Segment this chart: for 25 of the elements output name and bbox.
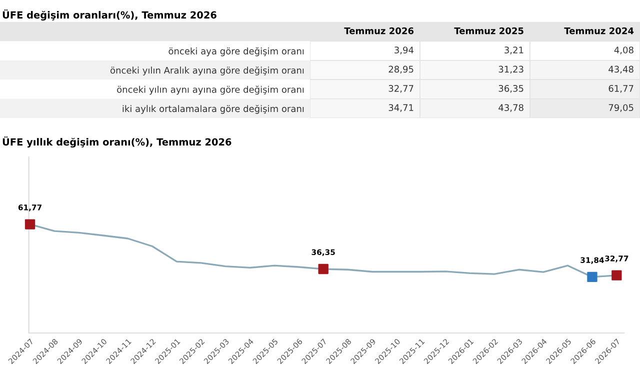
data-label: 3,21 [504, 46, 524, 54]
x-tick-label: Temmuz 2025 [454, 27, 524, 34]
data-label: 31,23 [498, 66, 524, 74]
y-tick-label: iki aylık ortalamalara göre değişim oranı [122, 104, 304, 114]
data-label: 34,71 [388, 104, 414, 112]
data-label: 28,95 [388, 66, 414, 74]
y-tick-label: önceki yılın Aralık ayına göre değişim oranı [110, 66, 304, 76]
chart-title: ÜFE yıllık değişim oranı(%), Temmuz 2026 [2, 136, 232, 148]
x-tick-label: Temmuz 2024 [564, 27, 634, 34]
text: ÜFE değişim oranları(%), Temmuz 2026 [2, 9, 216, 21]
point [612, 270, 622, 280]
point [24, 219, 36, 230]
data-label: 61,77 [608, 84, 634, 93]
data-label: 43,48 [608, 66, 634, 74]
data-label: 4,08 [614, 46, 634, 54]
y-tick-label: önceki aya göre değişim oranı [168, 47, 304, 56]
data-label: 32,77 [388, 84, 414, 93]
data-label: 43,78 [498, 104, 524, 112]
data-label: 79,05 [608, 104, 634, 112]
point [318, 264, 328, 274]
x-tick-label: Temmuz 2026 [344, 27, 414, 34]
y-tick-label: önceki yılın aynı ayına göre değişim oranı [117, 86, 304, 95]
point [587, 272, 598, 282]
data-label: 36,35 [498, 84, 524, 93]
data-label: 3,94 [394, 46, 414, 54]
